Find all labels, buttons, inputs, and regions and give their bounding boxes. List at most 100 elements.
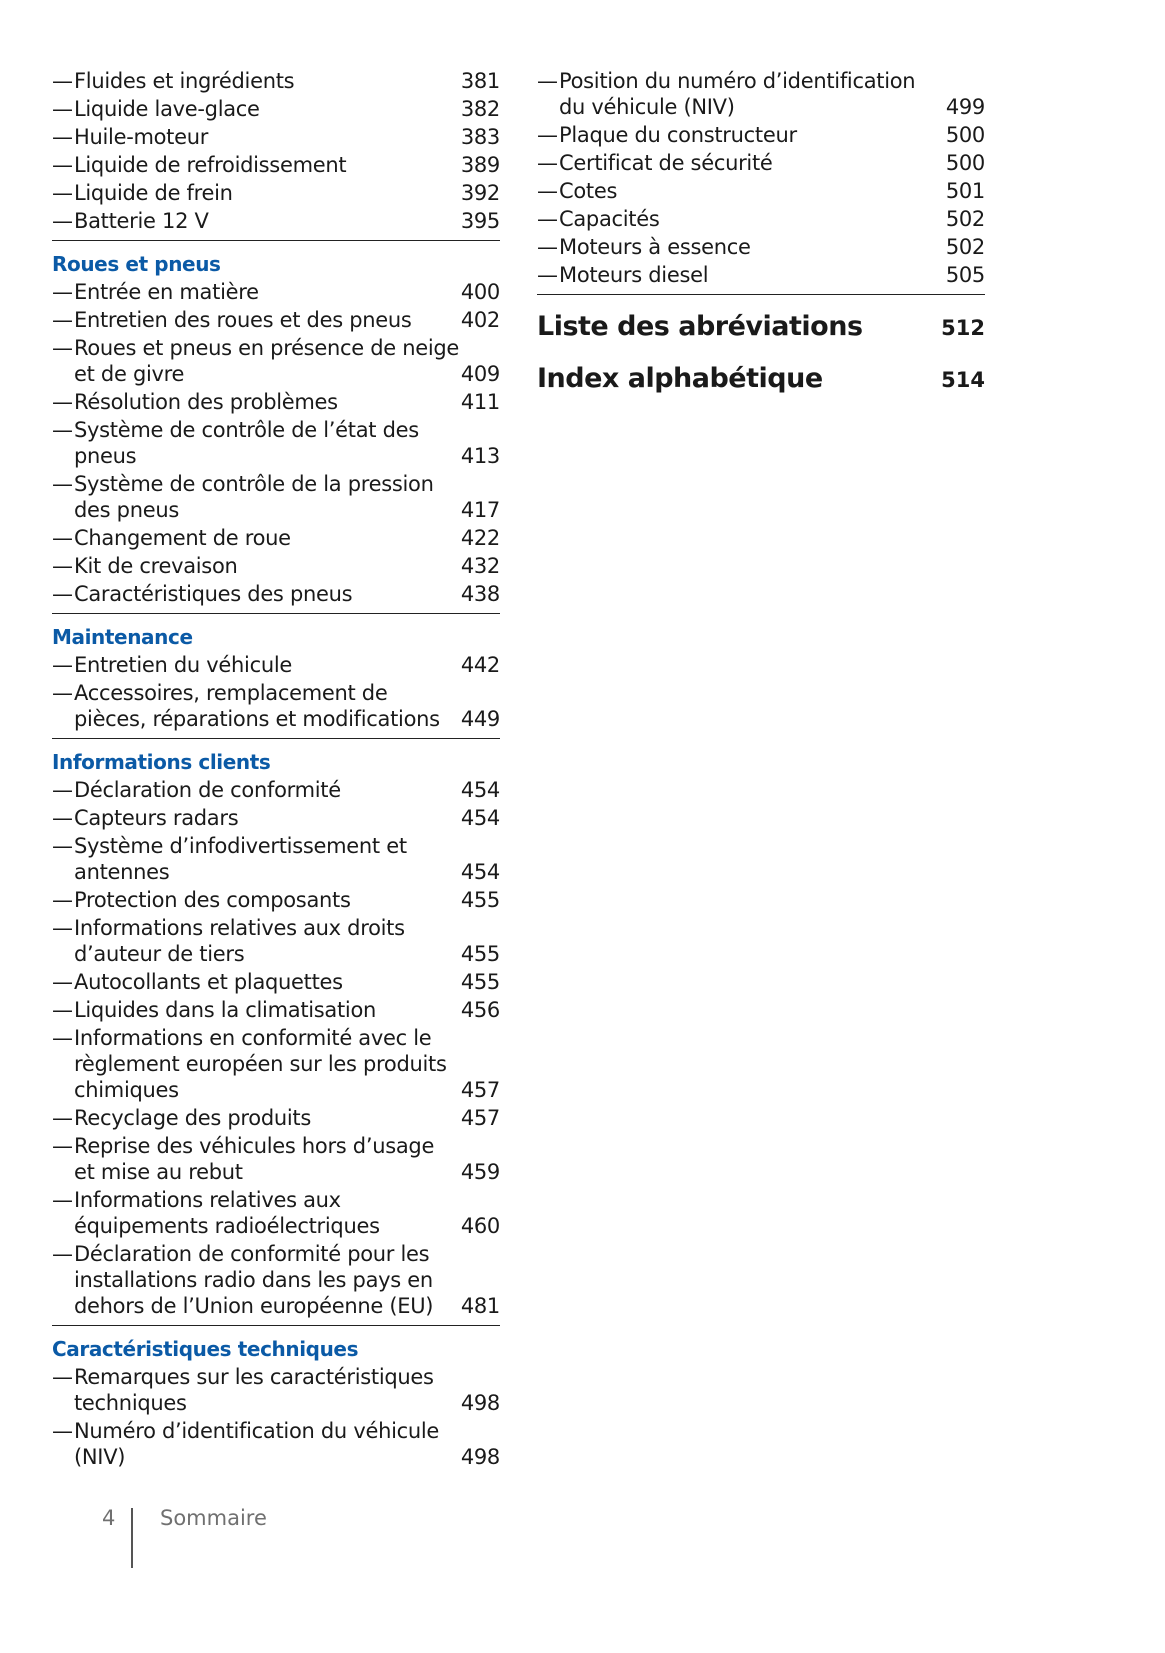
dash-marker: — [52, 916, 73, 940]
toc-entry-title: Remarques sur les caractéristiques [74, 1365, 434, 1389]
toc-entry[interactable]: — Roues et pneus en présence de neige et d… [52, 335, 500, 387]
toc-entry[interactable]: — Caractéristiques des pneus 438 [52, 581, 500, 607]
toc-entry-page: 402 [460, 308, 500, 332]
toc-entry[interactable]: — Entretien du véhicule 442 [52, 652, 500, 678]
toc-entry[interactable]: — Entretien des roues et des pneus 402 [52, 307, 500, 333]
toc-entry[interactable]: — Informations relatives aux droits d’aute… [52, 915, 500, 967]
toc-entry-title: pièces, réparations et modifications [74, 707, 440, 731]
toc-entry-page: 454 [460, 778, 500, 802]
dash-marker: — [52, 681, 73, 705]
toc-entry-title: Moteurs diesel [559, 263, 709, 287]
toc-entry[interactable]: — Moteurs à essence 502 [537, 234, 985, 260]
toc-entry[interactable]: — Capteurs radars 454 [52, 805, 500, 831]
toc-entry[interactable]: — Recyclage des produits 457 [52, 1105, 500, 1131]
dash-marker: — [52, 1242, 73, 1266]
dash-marker: — [52, 653, 73, 677]
toc-entry-page: 409 [460, 362, 500, 386]
toc-entry-title: Système d’infodivertissement et [74, 834, 407, 858]
dash-marker: — [52, 153, 73, 177]
toc-entry-title: Reprise des véhicules hors d’usage [74, 1134, 435, 1158]
toc-entry-title: Informations relatives aux [74, 1188, 341, 1212]
dash-marker: — [52, 1106, 73, 1130]
toc-entry[interactable]: — Liquide lave-glace 382 [52, 96, 500, 122]
toc-entry[interactable]: — Déclaration de conformité 454 [52, 777, 500, 803]
toc-entry[interactable]: — Résolution des problèmes 411 [52, 389, 500, 415]
toc-entry[interactable]: — Capacités 502 [537, 206, 985, 232]
section-heading[interactable]: Caractéristiques techniques [52, 1337, 359, 1361]
dash-marker: — [537, 123, 558, 147]
toc-entry[interactable]: — Remarques sur les caractéristiques techn… [52, 1364, 500, 1416]
toc-entry[interactable]: — Entrée en matière 400 [52, 279, 500, 305]
toc-entry[interactable]: — Liquide de frein 392 [52, 180, 500, 206]
dash-marker: — [52, 778, 73, 802]
dash-marker: — [52, 69, 73, 93]
toc-entry[interactable]: — Moteurs diesel 505 [537, 262, 985, 288]
toc-entry[interactable]: — Changement de roue 422 [52, 525, 500, 551]
footer-divider [131, 1508, 133, 1568]
chapter-page: 514 [941, 368, 985, 392]
dash-marker: — [52, 418, 73, 442]
toc-entry-page: 383 [460, 125, 500, 149]
toc-entry-page: 381 [460, 69, 500, 93]
section-heading[interactable]: Maintenance [52, 625, 193, 649]
toc-entry-title: Entretien du véhicule [74, 653, 292, 677]
section-heading[interactable]: Roues et pneus [52, 252, 221, 276]
section-heading[interactable]: Informations clients [52, 750, 271, 774]
toc-entry[interactable]: — Système de contrôle de la pression des p… [52, 471, 500, 523]
toc-entry-title: antennes [74, 860, 170, 884]
toc-entry[interactable]: — Informations en conformité avec le règle… [52, 1025, 500, 1103]
toc-chapter[interactable]: Liste des abréviations 512 [537, 307, 985, 359]
toc-entry[interactable]: — Fluides et ingrédients 381 [52, 68, 500, 94]
dash-marker: — [52, 125, 73, 149]
toc-entry-page: 432 [460, 554, 500, 578]
toc-entry-page: 411 [460, 390, 500, 414]
toc-entry-page: 500 [945, 151, 985, 175]
toc-entry[interactable]: — Reprise des véhicules hors d’usage et mi… [52, 1133, 500, 1185]
dash-marker: — [52, 472, 73, 496]
toc-entry-page: 460 [460, 1214, 500, 1238]
toc-entry[interactable]: — Batterie 12 V 395 [52, 208, 500, 234]
toc-entry-title: Entretien des roues et des pneus [74, 308, 412, 332]
toc-entry[interactable]: — Informations relatives aux équipements r… [52, 1187, 500, 1239]
dash-marker: — [52, 806, 73, 830]
toc-entry[interactable]: — Système de contrôle de l’état des pneus 4… [52, 417, 500, 469]
toc-entry[interactable]: — Position du numéro d’identification du v… [537, 68, 985, 120]
toc-entry-page: 392 [460, 181, 500, 205]
toc-entry[interactable]: — Liquides dans la climatisation 456 [52, 997, 500, 1023]
toc-entry-title: Déclaration de conformité [74, 778, 341, 802]
toc-entry-title: du véhicule (NIV) [559, 95, 735, 119]
toc-entry[interactable]: — Liquide de refroidissement 389 [52, 152, 500, 178]
toc-entry-page: 455 [460, 942, 500, 966]
toc-entry-page: 498 [460, 1391, 500, 1415]
dash-marker: — [52, 97, 73, 121]
section-divider [52, 738, 500, 739]
toc-entry[interactable]: — Certificat de sécurité 500 [537, 150, 985, 176]
toc-entry[interactable]: — Huile-moteur 383 [52, 124, 500, 150]
toc-entry-title: installations radio dans les pays en [74, 1268, 433, 1292]
toc-entry-page: 500 [945, 123, 985, 147]
toc-entry-page: 400 [460, 280, 500, 304]
toc-entry[interactable]: — Système d’infodivertissement et antennes… [52, 833, 500, 885]
toc-entry-title: des pneus [74, 498, 179, 522]
toc-entry-page: 499 [945, 95, 985, 119]
section-divider [52, 1325, 500, 1326]
toc-entry[interactable]: — Accessoires, remplacement de pièces, rép… [52, 680, 500, 732]
dash-marker: — [52, 888, 73, 912]
dash-marker: — [52, 998, 73, 1022]
toc-entry[interactable]: — Kit de crevaison 432 [52, 553, 500, 579]
toc-entry[interactable]: — Numéro d’identification du véhicule (NIV… [52, 1418, 500, 1470]
toc-chapter[interactable]: Index alphabétique 514 [537, 359, 985, 411]
toc-entry[interactable]: — Autocollants et plaquettes 455 [52, 969, 500, 995]
toc-entry-title: d’auteur de tiers [74, 942, 245, 966]
dash-marker: — [537, 69, 558, 93]
toc-entry-title: équipements radioélectriques [74, 1214, 380, 1238]
toc-entry[interactable]: — Déclaration de conformité pour les insta… [52, 1241, 500, 1319]
toc-entry[interactable]: — Cotes 501 [537, 178, 985, 204]
toc-entry[interactable]: — Protection des composants 455 [52, 887, 500, 913]
dash-marker: — [52, 834, 73, 858]
toc-entry-page: 481 [460, 1294, 500, 1318]
toc-entry[interactable]: — Plaque du constructeur 500 [537, 122, 985, 148]
toc-entry-title: Batterie 12 V [74, 209, 209, 233]
toc-section: Informations clients — Déclaration de conf… [52, 749, 500, 1326]
toc-entry-page: 422 [460, 526, 500, 550]
